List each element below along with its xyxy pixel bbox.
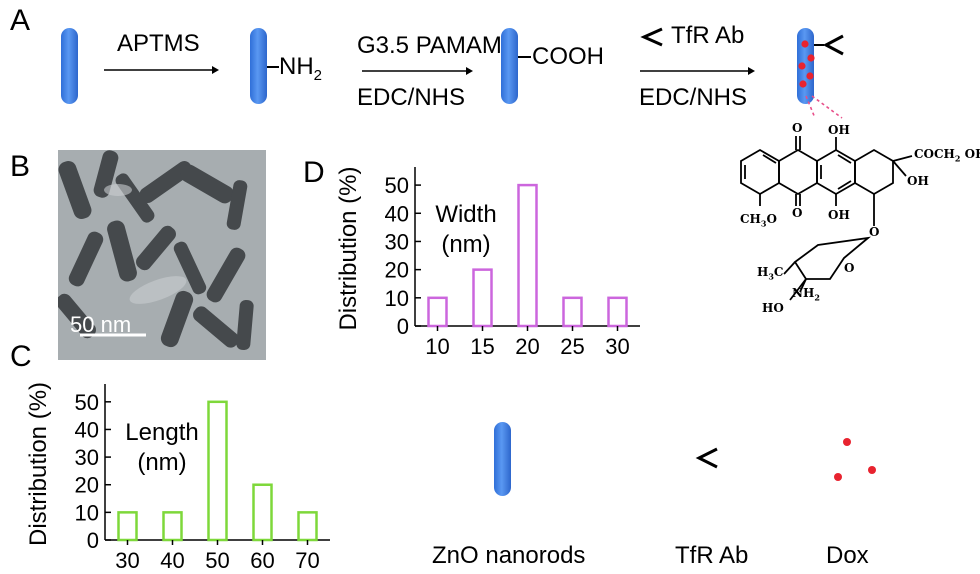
doxorubicin-structure: [740, 136, 913, 301]
length-chart-bar: [252, 483, 273, 542]
length-chart-xtick-label: 60: [250, 548, 274, 573]
arrow-step1: [104, 66, 219, 74]
legend-dox-icon: [834, 438, 876, 481]
width-chart-bar: [427, 296, 448, 328]
arrow-step2: [362, 67, 473, 75]
width-chart-annotation-unit: (nm): [441, 231, 490, 258]
loading-connector: [805, 95, 843, 119]
length-chart-annotation-unit: (nm): [137, 449, 186, 476]
panel-c-label: C: [10, 340, 32, 373]
width-chart-bar: [562, 296, 583, 328]
width-chart-xtick-label: 30: [605, 334, 629, 359]
width-chart-xtick-label: 20: [515, 334, 539, 359]
width-chart-ytick-label: 20: [385, 258, 409, 283]
edc-nhs-label-2: EDC/NHS: [639, 84, 748, 111]
width-chart-xtick-label: 15: [470, 334, 494, 359]
pamam-label: G3.5 PAMAM: [357, 32, 502, 59]
width-chart-ytick-label: 40: [385, 201, 409, 226]
amine-label: NH2: [279, 53, 323, 84]
width-chart-bar: [472, 268, 493, 328]
width-chart-ytick-label: 50: [385, 173, 409, 198]
panel-a-label: A: [10, 4, 31, 37]
width-chart-bar: [517, 183, 538, 328]
width-chart-ytick-label: 10: [385, 286, 409, 311]
length-chart-ytick-label: 30: [75, 445, 99, 470]
legend-zno-label: ZnO nanorods: [432, 542, 586, 569]
length-chart-xtick-label: 70: [295, 548, 319, 573]
width-chart-xtick-label: 25: [560, 334, 584, 359]
width-chart-bar: [607, 296, 628, 328]
legend-dox-label: Dox: [826, 542, 869, 569]
length-chart-xtick-label: 50: [205, 548, 229, 573]
loaded-nanorod: [797, 28, 844, 104]
length-chart-bar: [207, 400, 228, 542]
aptms-label: APTMS: [117, 30, 200, 57]
legend-zno-icon: [494, 422, 511, 496]
tem-micrograph: 50 nm: [58, 150, 266, 360]
width-chart-annotation-title: Width: [435, 201, 496, 228]
length-chart-xtick-label: 30: [115, 548, 139, 573]
length-chart-y-axis-label: Distribution (%): [25, 382, 52, 546]
tfr-ab-label: TfR Ab: [671, 22, 745, 49]
scale-bar-label: 50 nm: [70, 312, 132, 337]
amine-nanorod: [250, 28, 267, 104]
carboxyl-label: COOH: [532, 43, 604, 70]
length-chart-xtick-label: 40: [160, 548, 184, 573]
panel-b-label: B: [10, 150, 31, 183]
bare-nanorod: [61, 28, 78, 104]
length-chart-ytick-label: 0: [87, 528, 99, 553]
legend-tfr-icon: [695, 447, 718, 469]
width-chart-xtick-label: 10: [425, 334, 449, 359]
antibody-icon: [640, 27, 663, 47]
length-chart-annotation-title: Length: [125, 419, 198, 446]
arrow-step3: [640, 67, 755, 75]
legend-tfr-label: TfR Ab: [675, 542, 749, 569]
carboxyl-nanorod: [501, 28, 518, 104]
length-chart-ytick-label: 50: [75, 390, 99, 415]
edc-nhs-label-1: EDC/NHS: [357, 84, 466, 111]
length-chart-ytick-label: 20: [75, 473, 99, 498]
length-chart-bar: [117, 511, 138, 542]
length-chart-ytick-label: 10: [75, 500, 99, 525]
width-chart-ytick-label: 0: [397, 314, 409, 339]
width-distribution-chart: 0 10 20 30 40 50 10 15 20 25 30 Distribution (%) Wid…: [335, 166, 640, 359]
length-chart-bar: [162, 511, 183, 542]
width-chart-y-axis-label: Distribution (%): [335, 166, 362, 330]
width-chart-ytick-label: 30: [385, 229, 409, 254]
panel-d-label: D: [303, 156, 325, 189]
length-chart-bar: [297, 511, 318, 542]
length-chart-ytick-label: 40: [75, 417, 99, 442]
